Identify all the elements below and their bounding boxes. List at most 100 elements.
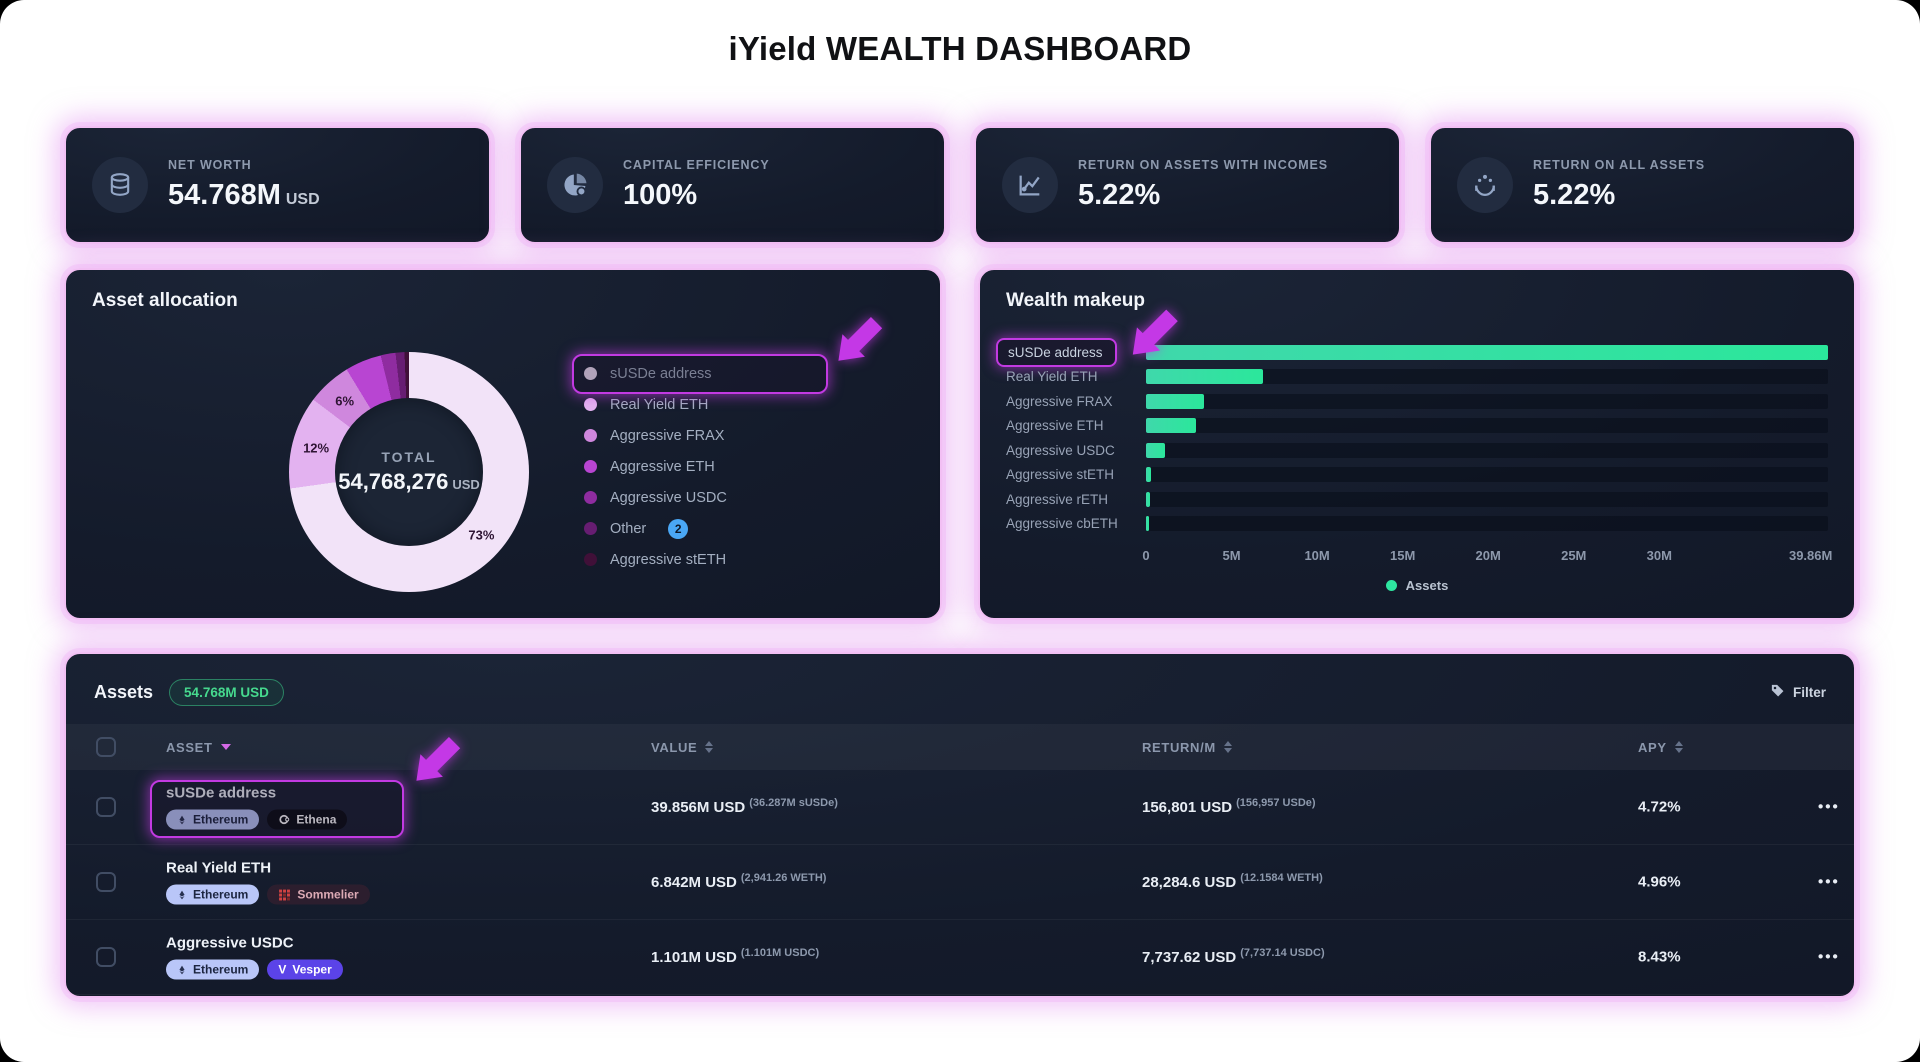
ethereum-icon <box>177 813 187 826</box>
bar-chart-row: Aggressive stETH <box>1006 463 1828 488</box>
asset-cell: Aggressive USDC Ethereum V Vesper <box>166 935 343 980</box>
legend-item-label: Other <box>610 520 647 537</box>
other-count-badge: 2 <box>668 518 689 539</box>
bar-category-label: Aggressive USDC <box>1006 442 1115 458</box>
legend-item-aggressive-steth[interactable]: Aggressive stETH <box>584 546 727 573</box>
stat-card: RETURN ON ASSETS WITH INCOMES 5.22% <box>974 126 1401 244</box>
bar-aggressive-eth <box>1146 418 1196 434</box>
donut-center: TOTAL 54,768,276 USD <box>335 398 483 546</box>
legend-item-susde-address[interactable]: sUSDe address <box>584 360 727 387</box>
donut-total-label: TOTAL <box>381 449 437 465</box>
asset-name: Real Yield ETH <box>166 859 272 877</box>
legend-item-real-yield-eth[interactable]: Real Yield ETH <box>584 391 727 418</box>
legend-color-dot <box>584 460 597 473</box>
row-checkbox[interactable] <box>96 947 116 967</box>
sort-icon <box>1674 741 1683 753</box>
annotation-arrow-bar-label <box>1118 288 1192 362</box>
apy-cell: 4.96% <box>1638 873 1681 891</box>
donut-slice-percent-label: 73% <box>468 527 495 543</box>
annotation-arrow-legend <box>824 296 896 368</box>
stat-text: CAPITAL EFFICIENCY 100% <box>623 158 770 212</box>
ethereum-icon <box>177 963 187 976</box>
select-all-checkbox[interactable] <box>96 737 116 757</box>
column-header-value[interactable]: VALUE <box>651 724 714 770</box>
donut-slice-percent-label: 6% <box>335 393 355 409</box>
bar-chart-row: Aggressive rETH <box>1006 487 1828 512</box>
bar-track <box>1146 467 1828 483</box>
donut-total-value: 54,768,276 USD <box>338 469 480 494</box>
legend-item-aggressive-frax[interactable]: Aggressive FRAX <box>584 422 727 449</box>
bar-chart-row: Aggressive FRAX <box>1006 389 1828 414</box>
assets-legend-dot <box>1385 580 1397 591</box>
bar-track <box>1146 516 1828 532</box>
stats-row: NET WORTH 54.768M USD CAPITAL EFFICIENCY 100… <box>64 126 1856 244</box>
return-main: 7,737.62 USD <box>1142 949 1237 967</box>
asset-badges: Ethereum V Vesper <box>166 959 343 980</box>
stat-text: RETURN ON ASSETS WITH INCOMES 5.22% <box>1078 158 1328 212</box>
asset-badges: Ethereum Sommelier <box>166 884 370 905</box>
x-axis-tick: 25M <box>1561 548 1587 563</box>
value-main: 39.856M USD <box>651 799 746 817</box>
return-sub: (12.1584 WETH) <box>1240 871 1323 884</box>
legend-item-aggressive-eth[interactable]: Aggressive ETH <box>584 453 727 480</box>
value-sub: (36.287M sUSDe) <box>749 796 838 809</box>
return-main: 156,801 USD <box>1142 799 1233 817</box>
assets-legend-label: Assets <box>1405 578 1449 593</box>
ethereum-badge: Ethereum <box>166 959 260 980</box>
bar-real-yield-eth <box>1146 369 1264 385</box>
row-checkbox[interactable] <box>96 797 116 817</box>
legend-item-label: Aggressive stETH <box>610 551 727 568</box>
wealth-makeup-legend: Assets <box>980 578 1854 593</box>
legend-item-label: Real Yield ETH <box>610 396 709 413</box>
bar-aggressive-frax <box>1146 393 1205 409</box>
line-chart-icon <box>1002 157 1058 213</box>
stat-card: RETURN ON ALL ASSETS 5.22% <box>1429 126 1856 244</box>
asset-allocation-panel: Asset allocation TOTAL 54,768,276 USD 73%… <box>64 268 942 620</box>
asset-name: sUSDe address <box>166 784 277 802</box>
table-row: Aggressive USDC Ethereum V Vesper 1.101M USD… <box>66 920 1854 995</box>
stat-value: 5.22% <box>1078 179 1161 211</box>
return-cell: 28,284.6 USD (12.1584 WETH) <box>1142 872 1323 892</box>
x-axis-tick: 0 <box>1142 548 1150 563</box>
ethereum-badge: Ethereum <box>166 884 260 905</box>
bar-category-label: Aggressive rETH <box>1006 491 1109 507</box>
sommelier-icon <box>278 888 291 901</box>
row-menu-button[interactable]: ••• <box>1818 798 1840 816</box>
stat-value: 54.768M USD <box>168 179 320 211</box>
stat-label: CAPITAL EFFICIENCY <box>623 158 770 172</box>
assets-total-badge: 54.768M USD <box>169 678 284 706</box>
wealth-makeup-panel: Wealth makeup sUSDe address Real Yield ET… <box>978 268 1856 620</box>
column-header-apy[interactable]: APY <box>1638 724 1683 770</box>
legend-color-dot <box>584 491 597 504</box>
vesper-icon: V <box>278 962 287 977</box>
row-checkbox[interactable] <box>96 872 116 892</box>
legend-color-dot <box>584 367 597 380</box>
legend-item-other[interactable]: Other 2 <box>584 515 727 542</box>
return-cell: 7,737.62 USD (7,737.14 USDC) <box>1142 947 1325 967</box>
legend-color-dot <box>584 553 597 566</box>
stat-card: NET WORTH 54.768M USD <box>64 126 491 244</box>
wealth-makeup-bar-chart: sUSDe address Real Yield ETH Aggressive FR… <box>996 337 1828 536</box>
annotation-highlight-bar-label: sUSDe address <box>996 337 1117 367</box>
legend-color-dot <box>584 522 597 535</box>
sort-icon <box>1223 741 1232 753</box>
filter-button[interactable]: Filter <box>1770 683 1826 701</box>
legend-item-aggressive-usdc[interactable]: Aggressive USDC <box>584 484 727 511</box>
asset-name: Aggressive USDC <box>166 934 294 952</box>
row-menu-button[interactable]: ••• <box>1818 873 1840 891</box>
asset-cell: Real Yield ETH Ethereum Sommelier <box>166 860 370 905</box>
x-axis-tick: 5M <box>1222 548 1241 563</box>
apy-cell: 8.43% <box>1638 948 1681 966</box>
asset-badges: Ethereum Ethena <box>166 809 348 830</box>
badge-label: Vesper <box>292 962 332 977</box>
annotation-arrow-table-cell <box>402 716 474 788</box>
badge-label: Ethena <box>296 812 337 827</box>
column-header-asset[interactable]: ASSET <box>166 724 231 770</box>
column-header-return[interactable]: RETURN/M <box>1142 724 1232 770</box>
stat-value: 100% <box>623 179 698 211</box>
return-main: 28,284.6 USD <box>1142 874 1237 892</box>
table-row: sUSDe address Ethereum Ethena 39.856M USD (3… <box>66 770 1854 845</box>
assets-table-header: Assets 54.768M USD Filter <box>94 672 1826 712</box>
row-menu-button[interactable]: ••• <box>1818 948 1840 966</box>
